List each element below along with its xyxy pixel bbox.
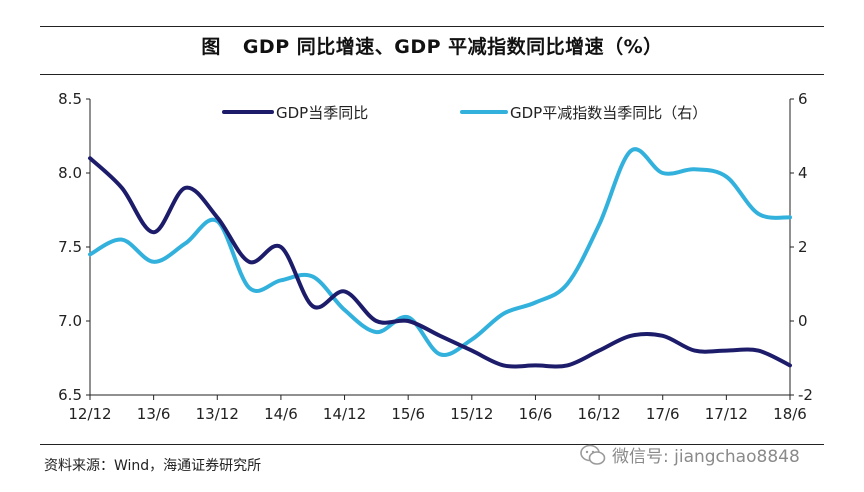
y-left-tick-label: 7.0 [58,312,82,330]
top-rule [40,26,824,27]
series-line-gdp [88,156,792,369]
x-tick-label: 14/12 [323,405,366,423]
bottom-rule [40,444,824,445]
series-line-deflator [88,147,792,357]
x-tick-label: 13/12 [196,405,239,423]
chart-title-text: GDP 同比增速、GDP 平减指数同比增速（%） [242,36,663,58]
y-left-tick-label: 8.5 [58,90,82,108]
legend-label-gdp: GDP当季同比 [276,104,368,122]
x-tick-label: 16/6 [519,405,553,423]
watermark-text: 微信号: jiangchao8848 [612,447,800,467]
x-tick-label: 14/6 [264,405,298,423]
y-left-tick-label: 7.5 [58,238,82,256]
x-tick-label: 13/6 [137,405,171,423]
wechat-icon [580,444,606,465]
y-left-tick-label: 8.0 [58,164,82,182]
x-tick-label: 18/6 [773,405,807,423]
y-right-tick-label: 4 [798,164,808,182]
y-right-tick-label: 0 [798,312,808,330]
y-right-tick-label: 2 [798,238,808,256]
x-tick-label: 16/12 [577,405,620,423]
x-tick-label: 12/12 [68,405,111,423]
watermark: 微信号: jiangchao8848 [580,442,800,467]
figure-label: 图 [201,36,221,58]
x-tick-label: 17/6 [646,405,680,423]
y-right-tick-label: 6 [798,90,808,108]
y-right-tick-label: -2 [798,386,813,404]
y-left-tick-label: 6.5 [58,386,82,404]
chart-title: 图 GDP 同比增速、GDP 平减指数同比增速（%） [40,32,824,59]
x-tick-label: 15/6 [391,405,425,423]
title-rule [40,74,824,75]
chart-area: 6.5 7.0 7.5 8.0 8.5 -2 0 2 4 6 12/12 13/6 13/12 14/6 1… [58,90,813,423]
x-tick-label: 15/12 [450,405,493,423]
source-note: 资料来源：Wind，海通证券研究所 [44,458,262,474]
legend-label-deflator: GDP平减指数当季同比（右） [510,104,707,122]
x-tick-label: 17/12 [705,405,748,423]
